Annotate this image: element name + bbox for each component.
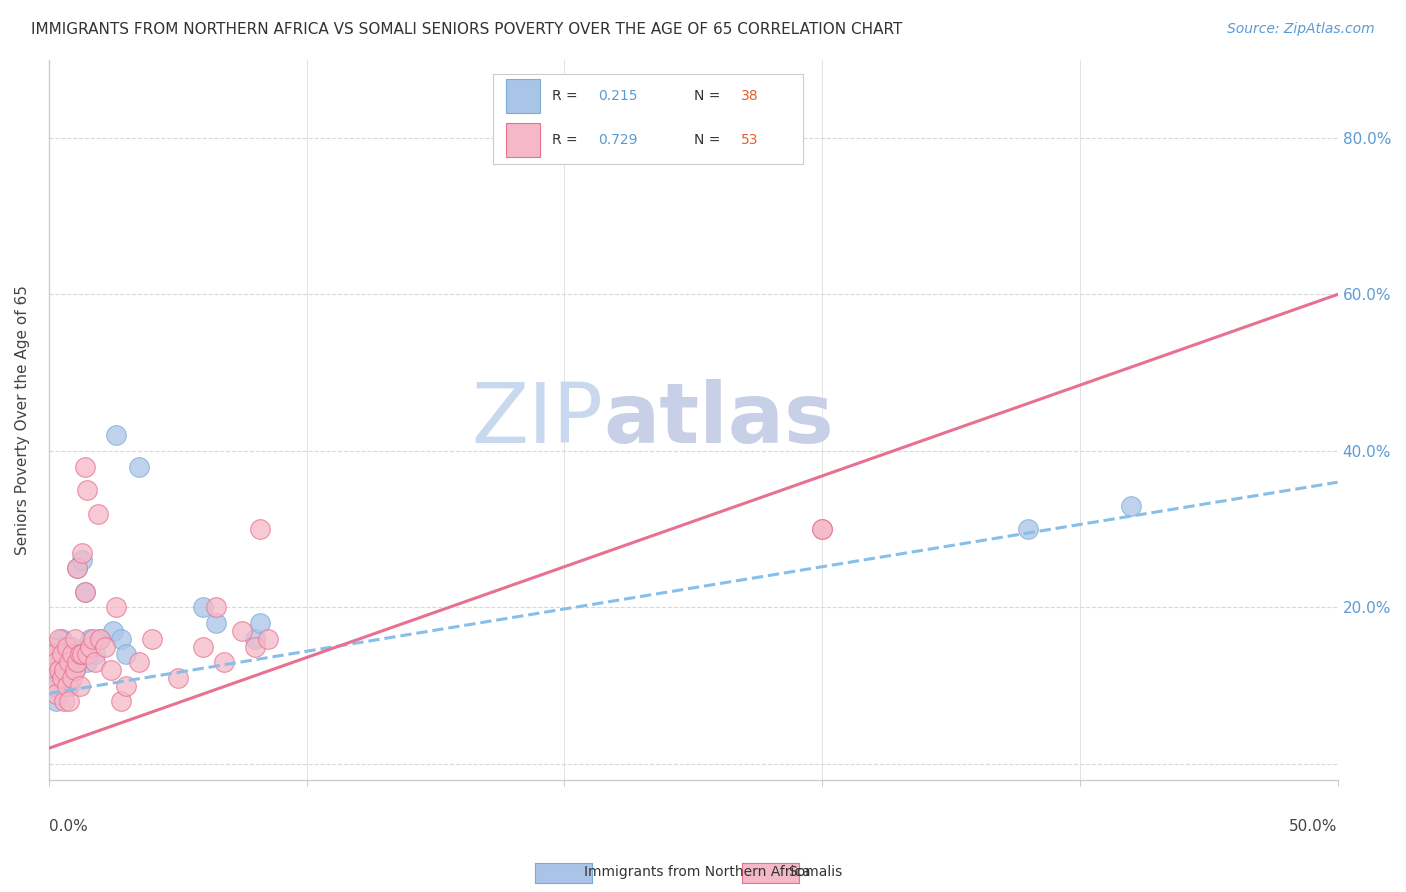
Point [51,671,73,685]
Point [811,522,834,536]
Point [51,671,73,685]
Point [45,655,67,669]
Point [41,648,63,662]
Point [41,640,63,654]
Text: atlas: atlas [603,379,834,460]
Text: 50.0%: 50.0% [1289,819,1337,834]
Point [257,632,280,646]
Point [115,679,138,693]
Point [45,694,67,708]
Text: Immigrants from Northern Africa: Immigrants from Northern Africa [585,865,811,880]
Point [42,648,65,662]
Point [84,655,107,669]
Point [76,655,98,669]
Point [115,648,138,662]
Point [72,648,94,662]
Point [243,640,266,654]
Point [193,600,215,615]
Point [60,648,83,662]
Point [63,663,86,677]
Point [48,663,70,677]
Point [56,679,79,693]
Point [42,679,65,693]
Point [76,648,98,662]
Point [42,663,65,677]
Point [84,648,107,662]
Point [48,640,70,654]
Point [51,648,73,662]
Point [811,522,834,536]
Point [73,584,96,599]
Point [110,694,132,708]
Point [231,624,253,638]
Point [79,632,101,646]
Point [66,655,89,669]
Point [63,663,86,677]
Point [69,679,91,693]
Point [56,655,79,669]
Point [58,655,80,669]
Point [45,687,67,701]
Point [89,632,111,646]
Point [48,663,70,677]
Point [73,459,96,474]
Point [100,663,122,677]
Point [69,648,91,662]
Text: IMMIGRANTS FROM NORTHERN AFRICA VS SOMALI SENIORS POVERTY OVER THE AGE OF 65 COR: IMMIGRANTS FROM NORTHERN AFRICA VS SOMAL… [31,22,903,37]
Text: ZIP: ZIP [471,379,603,460]
Point [58,648,80,662]
Point [128,655,150,669]
Point [94,640,117,654]
Point [104,600,127,615]
Point [56,640,79,654]
Text: 0.0%: 0.0% [49,819,87,834]
Point [53,648,76,662]
Point [66,561,89,575]
Point [53,679,76,693]
Point [48,632,70,646]
Point [69,648,91,662]
Point [249,522,271,536]
Point [1121,499,1143,513]
Point [193,640,215,654]
Point [63,648,86,662]
Point [66,561,89,575]
Point [53,694,76,708]
Point [60,671,83,685]
Point [60,655,83,669]
Point [56,663,79,677]
Text: Source: ZipAtlas.com: Source: ZipAtlas.com [1227,22,1375,37]
Point [82,632,104,646]
Point [63,632,86,646]
Point [60,640,83,654]
Point [89,632,111,646]
Point [110,632,132,646]
Point [141,632,163,646]
Point [73,584,96,599]
Point [72,553,94,567]
Point [51,632,73,646]
Point [76,483,98,497]
Point [53,663,76,677]
Point [104,428,127,442]
Point [79,640,101,654]
Point [205,616,228,631]
Point [72,546,94,560]
Point [45,655,67,669]
Point [243,632,266,646]
Point [249,616,271,631]
Point [128,459,150,474]
Point [1017,522,1039,536]
Text: Somalis: Somalis [789,865,842,880]
Point [166,671,188,685]
Point [205,600,228,615]
Point [103,624,125,638]
Point [58,694,80,708]
Point [42,679,65,693]
Point [87,507,110,521]
Point [212,655,235,669]
Point [41,663,63,677]
Y-axis label: Seniors Poverty Over the Age of 65: Seniors Poverty Over the Age of 65 [15,285,30,555]
Point [58,679,80,693]
